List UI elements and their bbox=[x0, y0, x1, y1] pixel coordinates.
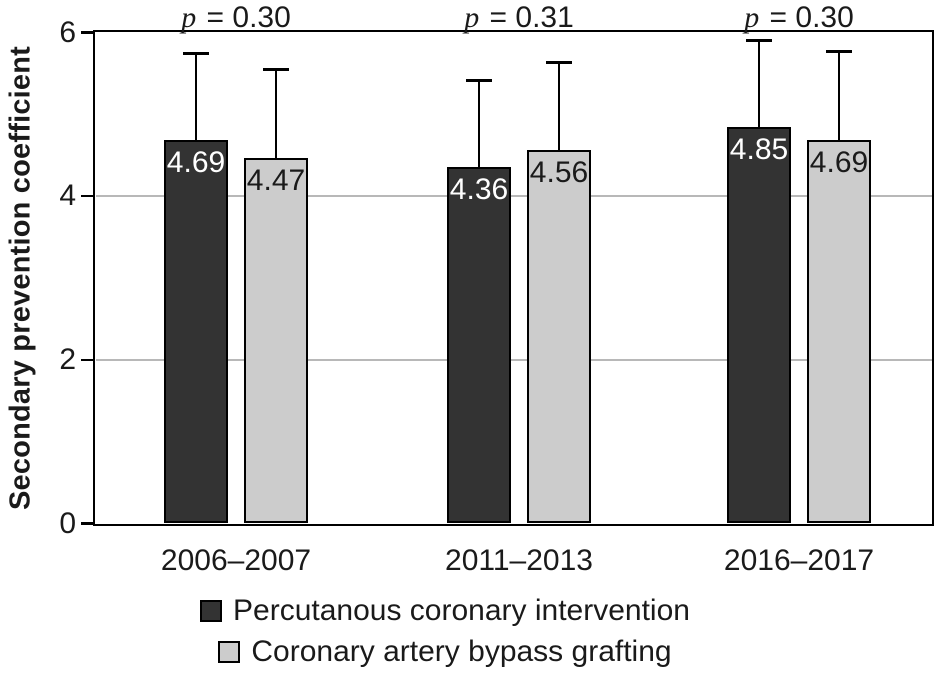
legend-swatch bbox=[200, 600, 223, 622]
p-value-label: p = 0.30 bbox=[181, 1, 291, 34]
bar-pci-2006–2007 bbox=[164, 139, 228, 524]
error-bar-cap bbox=[826, 49, 852, 53]
p-value-label: p = 0.30 bbox=[744, 1, 854, 34]
p-symbol: p bbox=[744, 1, 760, 34]
y-tick bbox=[81, 194, 95, 198]
error-bar-cap bbox=[183, 52, 209, 56]
bar-pci-2016–2017 bbox=[727, 126, 791, 524]
x-category-label: 2006–2007 bbox=[160, 544, 312, 577]
p-symbol: p bbox=[181, 1, 197, 34]
p-value-label: p = 0.31 bbox=[464, 1, 574, 34]
error-bar bbox=[194, 53, 198, 140]
error-bar bbox=[274, 69, 278, 158]
error-bar bbox=[477, 80, 481, 167]
error-bar-cap bbox=[546, 61, 572, 65]
error-bar bbox=[557, 62, 561, 151]
legend: Percutanous coronary intervention Coronar… bbox=[0, 594, 890, 669]
error-bar-cap bbox=[466, 79, 492, 83]
bar-cabg-2016–2017 bbox=[807, 139, 871, 524]
y-tick-label: 6 bbox=[59, 15, 76, 49]
x-category-label: 2016–2017 bbox=[723, 544, 875, 577]
gridline bbox=[95, 358, 932, 361]
bar-cabg-2006–2007 bbox=[244, 157, 308, 524]
bar-pci-2011–2013 bbox=[447, 166, 511, 524]
error-bar-cap bbox=[263, 67, 289, 71]
y-tick bbox=[81, 358, 95, 362]
y-tick-label: 0 bbox=[59, 506, 76, 540]
legend-swatch bbox=[218, 641, 241, 663]
bar-cabg-2011–2013 bbox=[527, 150, 591, 524]
x-category-label: 2011–2013 bbox=[445, 544, 593, 577]
bar-value-label: 4.36 bbox=[449, 172, 509, 206]
y-tick bbox=[81, 522, 95, 525]
y-tick-label: 4 bbox=[59, 179, 76, 213]
y-tick bbox=[81, 31, 95, 34]
p-symbol: p bbox=[464, 1, 480, 34]
gridline bbox=[95, 195, 932, 198]
bar-value-label: 4.69 bbox=[809, 145, 869, 179]
bar-value-label: 4.85 bbox=[729, 132, 789, 166]
bar-value-label: 4.56 bbox=[529, 156, 589, 190]
plot-frame bbox=[93, 30, 934, 526]
error-bar bbox=[837, 51, 841, 140]
legend-item-pci: Percutanous coronary intervention bbox=[200, 594, 690, 628]
bar-value-label: 4.47 bbox=[246, 163, 306, 197]
legend-label: Coronary artery bypass grafting bbox=[251, 635, 672, 668]
error-bar bbox=[757, 40, 761, 127]
legend-label: Percutanous coronary intervention bbox=[233, 594, 690, 627]
bar-value-label: 4.69 bbox=[166, 145, 226, 179]
y-tick-label: 2 bbox=[59, 342, 76, 376]
legend-item-cabg: Coronary artery bypass grafting bbox=[218, 635, 672, 669]
error-bar-cap bbox=[746, 39, 772, 43]
